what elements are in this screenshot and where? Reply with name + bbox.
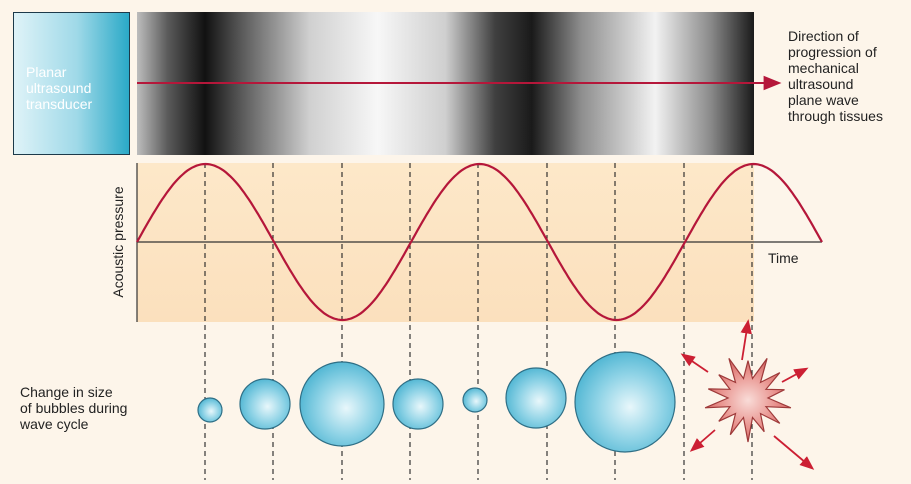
bubble-collapse-burst <box>704 358 792 443</box>
bubble <box>462 387 488 413</box>
burst-arrow <box>740 319 752 361</box>
transducer-label-line: ultrasound <box>26 80 92 96</box>
bubble-label-line: of bubbles during <box>20 400 128 416</box>
direction-label: Direction of progression of mechanical u… <box>788 28 910 124</box>
bubble <box>505 367 567 429</box>
burst-arrow <box>773 435 815 470</box>
transducer-label-line: transducer <box>26 96 93 112</box>
time-axis-label: Time <box>768 250 799 266</box>
burst-arrow <box>781 367 809 383</box>
direction-label-line: progression of <box>788 44 877 60</box>
bubble <box>574 351 676 453</box>
direction-label-line: ultrasound <box>788 76 854 92</box>
bubbles-group <box>197 351 676 453</box>
transducer-label-line: Planar <box>26 64 67 80</box>
bubble <box>299 361 385 447</box>
transducer-label: Planar ultrasound transducer <box>26 64 126 112</box>
bubble-label-line: Change in size <box>20 384 113 400</box>
direction-label-line: through tissues <box>788 108 883 124</box>
burst-arrows <box>680 319 815 470</box>
acoustic-pressure-curve <box>136 162 823 322</box>
burst-arrow <box>689 429 716 452</box>
bubble <box>392 378 444 430</box>
bubble <box>197 397 223 423</box>
direction-label-line: Direction of <box>788 28 859 44</box>
y-axis-label: Acoustic pressure <box>110 186 126 297</box>
planar-transducer <box>13 12 130 155</box>
direction-label-line: mechanical <box>788 60 859 76</box>
bubble <box>239 378 291 430</box>
bubble-label-line: wave cycle <box>20 416 89 432</box>
burst-arrow <box>680 353 709 373</box>
bubble-size-label: Change in size of bubbles during wave cy… <box>20 384 180 432</box>
direction-label-line: plane wave <box>788 92 859 108</box>
